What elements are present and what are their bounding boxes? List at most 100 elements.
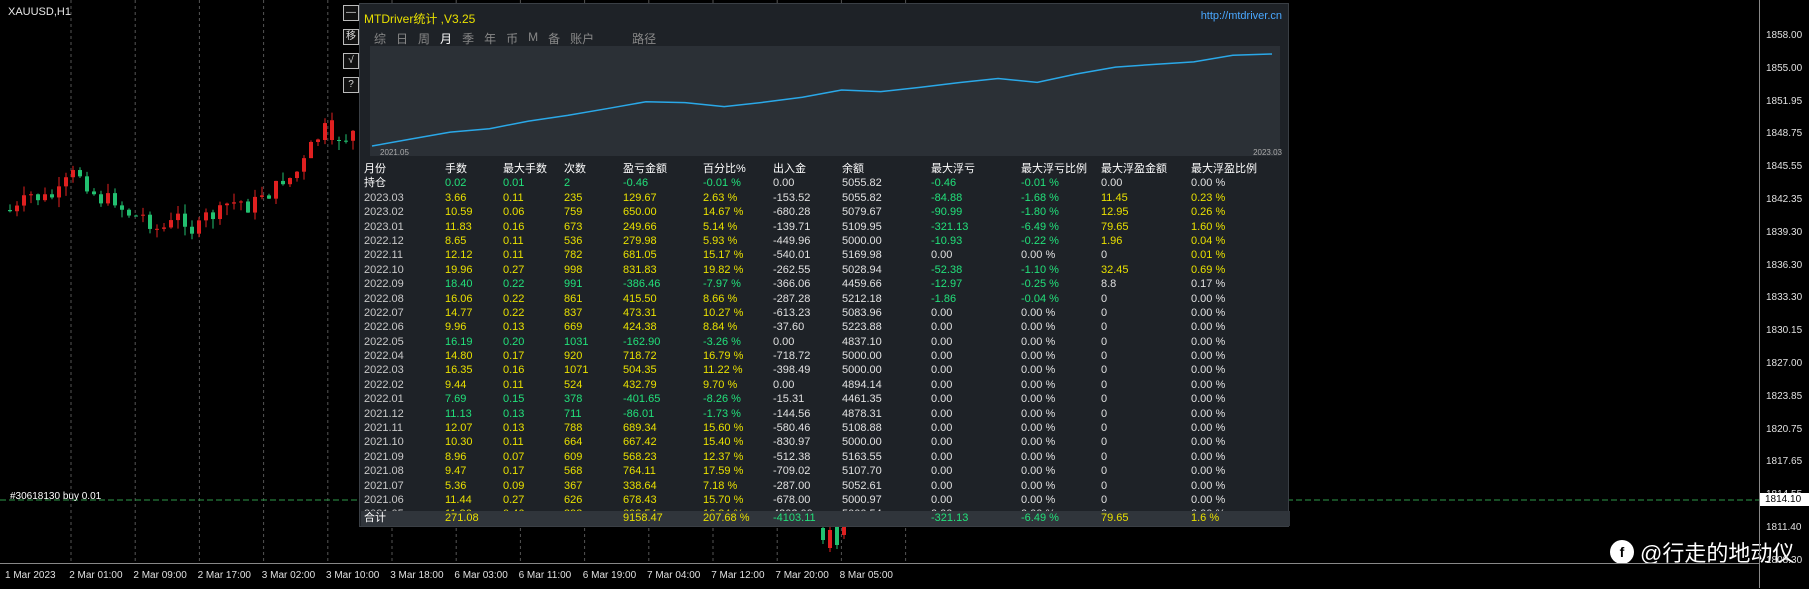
table-cell: 5212.18: [842, 292, 882, 305]
table-cell: 14.77: [445, 306, 473, 319]
column-header[interactable]: 月份: [364, 163, 386, 175]
table-cell: 8.96: [445, 450, 467, 463]
table-cell: 0.27: [503, 493, 525, 506]
table-cell: 2022.06: [364, 321, 404, 334]
table-cell: 0.00: [931, 306, 953, 319]
tab-1[interactable]: 日: [396, 32, 409, 46]
table-row: 2022.05 16.19 0.20 1031 -162.90 -3.26 % 0.00 48…: [364, 335, 1271, 349]
column-header[interactable]: 最大浮盈比例: [1191, 163, 1257, 175]
table-cell: -386.46: [623, 278, 661, 291]
column-header[interactable]: 最大浮盈金额: [1101, 163, 1167, 175]
help-button[interactable]: ?: [343, 77, 359, 93]
minimize-button[interactable]: —: [343, 5, 359, 21]
time-axis[interactable]: 1 Mar 2023 2 Mar 01:00 2 Mar 09:00 2 Mar 17…: [0, 563, 1759, 589]
table-cell: 0.00 %: [1021, 306, 1056, 319]
table-cell: 0.00 %: [1021, 393, 1056, 406]
move-button[interactable]: 移: [343, 29, 359, 45]
table-cell: 0.00: [931, 249, 953, 262]
table-cell: 0.00: [931, 422, 953, 435]
table-cell: -0.01 %: [1021, 177, 1059, 190]
table-cell: 0.15: [503, 393, 525, 406]
tab-5[interactable]: 年: [484, 32, 497, 46]
table-cell: -37.60: [773, 321, 805, 334]
column-header[interactable]: 盈亏金额: [623, 163, 667, 175]
table-cell: 367: [564, 479, 583, 492]
tab-10[interactable]: 路径: [632, 32, 657, 46]
candle-body: [211, 212, 215, 220]
table-cell: 15.17 %: [703, 249, 744, 262]
column-header[interactable]: 出入金: [773, 163, 806, 175]
time-axis-label: 7 Mar 12:00: [711, 570, 765, 581]
equity-curve: [370, 46, 1280, 156]
tab-0[interactable]: 综: [374, 32, 387, 46]
candle-body: [50, 194, 54, 198]
table-cell: 2: [564, 177, 571, 190]
table-cell: 0.00 %: [1021, 436, 1056, 449]
candle-body: [106, 193, 110, 204]
table-cell: 2021.07: [364, 479, 404, 492]
table-cell: -0.46: [623, 177, 649, 190]
tab-3[interactable]: 月: [440, 32, 453, 46]
tab-2[interactable]: 周: [418, 32, 431, 46]
column-header[interactable]: 最大浮亏: [931, 163, 975, 175]
column-header[interactable]: 最大手数: [503, 163, 547, 175]
column-header[interactable]: 次数: [564, 163, 586, 175]
table-cell: 0.00: [931, 436, 953, 449]
table-row: 2023.02 10.59 0.06 759 650.00 14.67 % -680.28 5…: [364, 205, 1271, 219]
candle-body: [842, 522, 846, 535]
table-cell: 1031: [564, 335, 589, 348]
table-row: 2022.03 16.35 0.16 1071 504.35 11.22 % -398.49…: [364, 363, 1271, 377]
table-cell: 0.00 %: [1021, 350, 1056, 363]
tab-4[interactable]: 季: [462, 32, 475, 46]
table-cell: 667.42: [623, 436, 657, 449]
table-cell: 0: [1101, 465, 1108, 478]
monthly-stats-table: 月份 手数 最大手数 次数 盈亏金额 百分比% 出入金 余额 最大浮亏 最大浮亏比例 最大浮盈金额 最…: [364, 162, 1271, 522]
table-cell: 0.27: [503, 263, 525, 276]
time-axis-label: 7 Mar 04:00: [647, 570, 701, 581]
column-header[interactable]: 手数: [445, 163, 467, 175]
candle-body: [330, 120, 334, 140]
panel-url-link[interactable]: http://mtdriver.cn: [1200, 10, 1282, 22]
table-cell: 2022.05: [364, 335, 404, 348]
table-cell: 2023.02: [364, 206, 404, 219]
table-cell: 4459.66: [842, 278, 882, 291]
table-row: 2023.01 11.83 0.16 673 249.66 5.14 % -139.71 51…: [364, 220, 1271, 234]
tab-7[interactable]: M: [528, 30, 539, 44]
table-cell: 998: [564, 263, 583, 276]
table-row: 2021.06 11.44 0.27 626 678.43 15.70 % -678.00 5…: [364, 493, 1271, 507]
table-cell: 0.00 %: [1191, 407, 1226, 420]
time-axis-label: 3 Mar 02:00: [261, 570, 316, 581]
table-cell: 235: [564, 191, 583, 204]
table-row: 2022.06 9.96 0.13 669 424.38 8.84 % -37.60 5223…: [364, 320, 1271, 334]
table-cell: 2022.08: [364, 292, 404, 305]
table-cell: 0: [1101, 436, 1108, 449]
price-axis-label: 1842.35: [1766, 194, 1803, 205]
confirm-button[interactable]: √: [343, 53, 359, 69]
column-header[interactable]: 最大浮亏比例: [1021, 163, 1087, 175]
tab-9[interactable]: 账户: [570, 32, 595, 46]
column-header[interactable]: 百分比%: [703, 163, 746, 175]
table-cell: 0: [1101, 422, 1108, 435]
table-cell: 2022.07: [364, 306, 404, 319]
table-cell: 0.69 %: [1191, 263, 1226, 276]
table-cell: 0.00 %: [1191, 364, 1226, 377]
table-cell: 10.59: [445, 206, 473, 219]
table-cell: 0.11: [503, 249, 524, 262]
candle-body: [337, 140, 341, 141]
equity-line: [371, 53, 1273, 147]
candle-body: [169, 220, 173, 228]
price-axis[interactable]: 1858.00 1855.00 1851.95 1848.75 1845.55 1842.…: [1759, 0, 1809, 588]
table-cell: 9.70 %: [703, 378, 738, 391]
table-cell: 0.00 %: [1191, 321, 1226, 334]
table-cell: 0.00 %: [1021, 479, 1056, 492]
table-cell: 0.00: [931, 407, 953, 420]
tab-6[interactable]: 币: [506, 32, 519, 46]
tab-8[interactable]: 备: [548, 32, 561, 46]
table-cell: 2022.10: [364, 263, 404, 276]
table-cell: 1.60 %: [1191, 220, 1226, 233]
table-cell: 0.11: [503, 436, 524, 449]
table-row: 2022.04 14.80 0.17 920 718.72 16.79 % -718.72 5…: [364, 349, 1271, 363]
table-cell: 12.07: [445, 422, 473, 435]
column-header[interactable]: 余额: [842, 163, 864, 175]
table-cell: 17.59 %: [703, 465, 744, 478]
